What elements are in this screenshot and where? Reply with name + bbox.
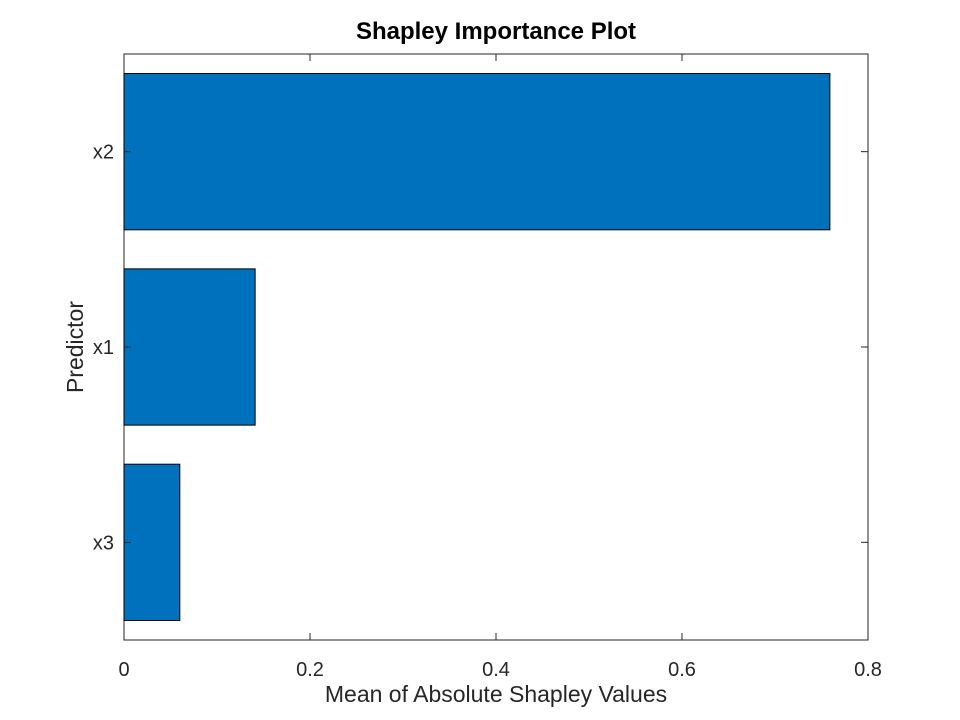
x-axis-label: Mean of Absolute Shapley Values — [325, 681, 667, 707]
x-axis-ticks: 0 0.2 0.4 0.6 0.8 — [118, 54, 882, 681]
chart-title: Shapley Importance Plot — [356, 18, 636, 45]
bar-x3 — [123, 463, 181, 621]
y-tick-label: x3 — [93, 532, 114, 554]
y-axis-ticks: x2 x1 x3 — [93, 142, 868, 554]
bar-x2 — [123, 73, 831, 231]
bar-x1 — [123, 268, 256, 426]
bars-group — [123, 73, 831, 621]
x-tick-label: 0 — [118, 659, 129, 681]
x-tick-label: 0.4 — [482, 659, 510, 681]
x-tick-label: 0.8 — [854, 659, 882, 681]
x-tick-label: 0.2 — [296, 659, 324, 681]
y-axis-label: Predictor — [62, 301, 88, 393]
x-tick-label: 0.6 — [668, 659, 696, 681]
y-tick-label: x1 — [93, 337, 114, 359]
y-tick-label: x2 — [93, 142, 114, 164]
